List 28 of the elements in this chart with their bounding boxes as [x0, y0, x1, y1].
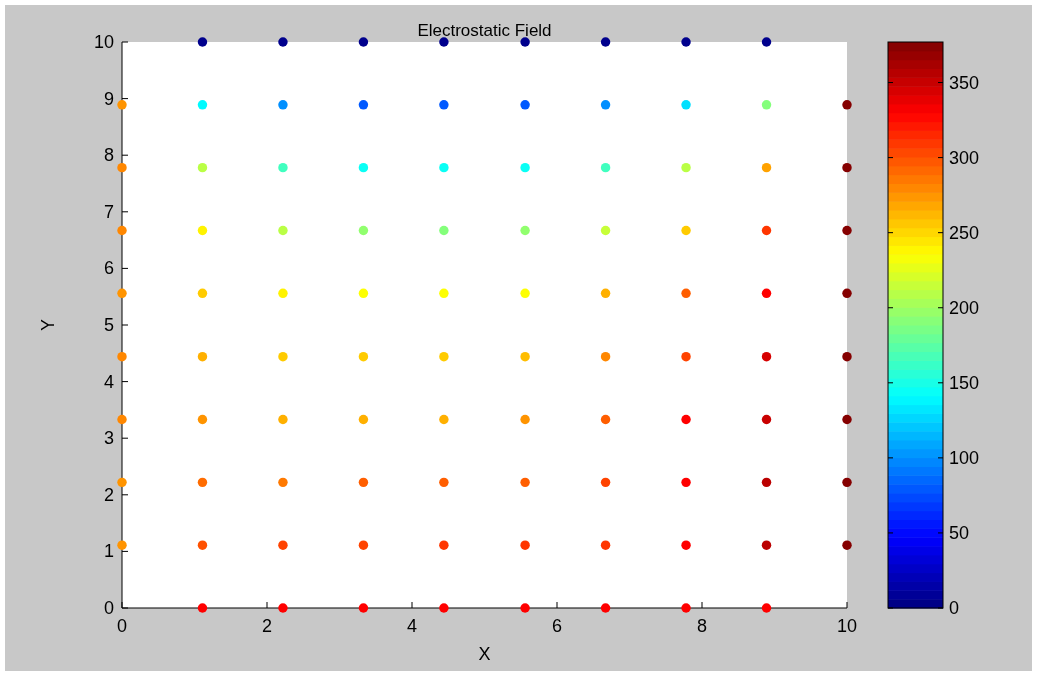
- y-tick-label: 7: [103, 201, 114, 222]
- y-tick-label: 4: [103, 371, 114, 392]
- y-axis-title: Y: [38, 318, 58, 332]
- color-bar-label: 150: [949, 372, 980, 393]
- y-tick-label: 10: [93, 32, 114, 52]
- color-bar-label: 0: [949, 598, 960, 618]
- y-tick-label: 9: [103, 88, 114, 109]
- color-bar-label: 200: [949, 297, 980, 318]
- color-bar-label: 350: [949, 72, 980, 93]
- chart-title: Electrostatic Field: [417, 21, 552, 40]
- color-bar-label: 100: [949, 447, 980, 468]
- y-tick-label: 8: [103, 145, 114, 166]
- color-bar-label: 50: [949, 522, 970, 543]
- x-tick-label: 8: [696, 616, 708, 636]
- x-axis-title: X: [478, 644, 491, 664]
- y-tick-label: 0: [103, 598, 114, 618]
- y-tick-label: 1: [103, 541, 114, 562]
- x-tick-label: 0: [116, 616, 128, 636]
- x-tick-label: 2: [261, 616, 273, 636]
- x-tick-label: 4: [406, 616, 418, 636]
- y-tick-label: 3: [103, 428, 114, 449]
- y-tick-label: 5: [103, 315, 114, 335]
- y-tick-label: 2: [103, 484, 114, 505]
- x-tick-label: 10: [836, 616, 858, 636]
- color-bar-label: 250: [949, 222, 980, 243]
- x-tick-label: 6: [551, 616, 563, 636]
- y-tick-label: 6: [103, 258, 114, 279]
- color-bar-label: 300: [949, 147, 980, 168]
